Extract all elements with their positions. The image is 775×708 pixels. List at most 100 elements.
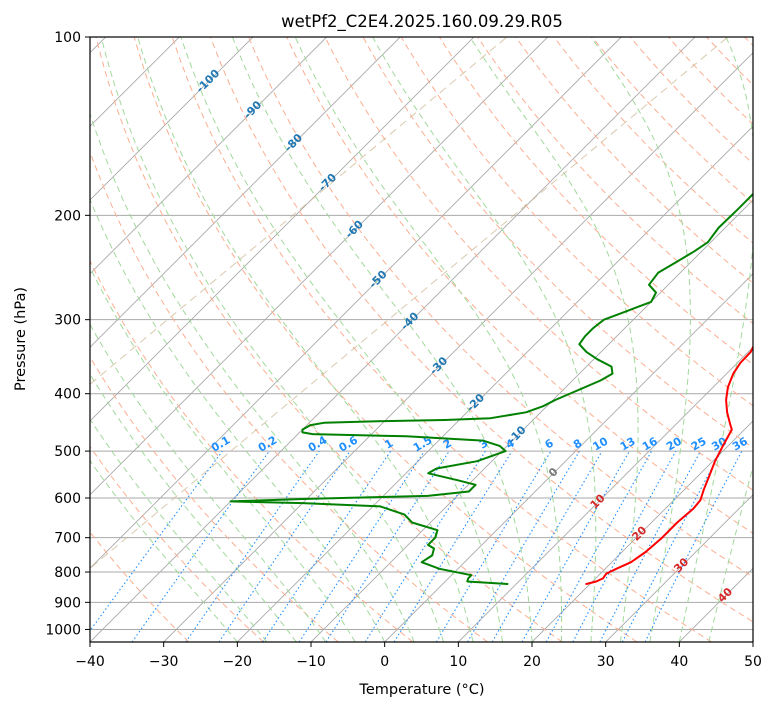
mixing-ratio-line [545,450,653,642]
x-tick-label: −40 [75,654,105,670]
x-tick-label: 20 [523,654,541,670]
dry-adiabat [90,445,264,642]
isotherm-line [605,494,753,642]
dry-adiabat [133,37,638,642]
mixing-ratio-line [393,450,513,642]
dry-adiabat [90,150,488,642]
y-tick-label: 200 [54,208,81,224]
mixing-ratio-line [467,450,580,642]
dry-adiabat [553,37,753,244]
isotherm-line [90,37,254,201]
moist-adiabat [137,37,474,642]
dry-adiabat [248,37,753,578]
mixing-ratio-label: 3 [477,437,490,452]
isotherm-label: -30 [427,354,450,377]
plot-frame [89,36,754,643]
y-tick-label: 800 [54,565,81,581]
y-tick-label: 1000 [45,622,81,638]
moist-adiabat [590,37,691,642]
x-tick-label: −10 [296,654,326,670]
moist-adiabat [708,464,753,642]
isotherm-line [457,346,753,642]
y-axis-title: Pressure (hPa) [13,287,29,391]
dry-adiabat [705,37,753,86]
isotherm-line [531,420,753,642]
moist-adiabat [90,459,238,642]
moist-adiabat [678,37,753,642]
moist-adiabat [90,198,386,642]
moist-adiabat [100,37,445,642]
isotherm-label: -40 [398,309,421,332]
x-tick-label: −20 [223,654,253,670]
moist-adiabat [90,323,327,642]
dry-adiabat [286,37,753,534]
mixing-ratio-line [599,450,701,642]
mixing-ratio-line [262,450,392,642]
dry-adiabat [400,37,753,407]
mixing-ratio-line [325,450,450,642]
moist-adiabat [90,112,415,642]
mixing-ratio-line [572,450,677,642]
mixing-ratio-line [218,450,351,642]
isotherm-line [90,37,401,348]
isotherm-label: -20 [464,391,487,414]
moist-adiabat [469,37,639,642]
reference-curve [90,37,729,570]
isotherm-line [90,37,475,422]
x-tick-label: 30 [597,654,615,670]
isotherm-line [90,37,549,496]
y-tick-label: 100 [54,30,81,46]
line-labels: 0.1 0.2 0.4 0.6 1 1.5 2 3 4 6 8 10 13 16 20 25 30 36-100-… [194,67,751,606]
x-tick-label: 50 [744,654,762,670]
mixing-ratio-line [521,450,630,642]
isotherm-label: 0 [546,465,561,480]
y-tick-label: 600 [54,491,81,507]
dry-adiabat [770,24,775,642]
mixing-ratio-line [90,450,223,632]
dry-adiabat [209,37,753,623]
chart-title: wetPf2_C2E4.2025.160.09.29.R05 [281,12,563,32]
x-tick-label: 0 [380,654,389,670]
y-tick-label: 500 [54,444,81,460]
dry-adiabat [438,37,753,366]
temperature-profile [585,344,753,585]
y-axis: 100 200 300 400 500 600 700 800 900 1000 [45,30,90,638]
x-axis: −40 −30 −20 −10 0 10 20 30 40 50 [75,642,762,670]
dry-adiabat [171,37,712,642]
dry-adiabat [324,37,753,491]
moist-adiabat [90,373,297,642]
moist-adiabat [90,418,268,642]
mixing-ratio-label: 6 [543,436,556,451]
isotherm-line [310,199,753,642]
y-tick-label: 400 [54,387,81,403]
dewpoint-profile [229,192,753,585]
mixing-ratio-line [131,450,270,642]
isotherm-label: -80 [282,131,305,154]
dry-adiabat [95,37,563,642]
isotherm-line [90,37,328,275]
x-tick-label: 40 [670,654,688,670]
mixing-ratio-line [364,450,486,642]
y-tick-label: 900 [54,595,81,611]
mixing-ratio-line [185,450,320,642]
moist-adiabat [372,37,597,642]
isotherm-label: -50 [366,268,389,291]
dry-adiabat [362,37,753,449]
isotherm-line [163,52,753,642]
moist-adiabat [294,37,563,642]
isotherm-label: -60 [343,218,366,241]
mixing-ratio-line [644,450,743,642]
dry-adiabat [591,37,753,204]
x-tick-label: −30 [149,654,179,670]
isotherm-label: -70 [316,171,339,194]
moist-adiabat [90,266,356,642]
mixing-ratio-line [298,450,425,642]
isotherm-line [752,641,753,642]
moist-adiabat [180,37,503,642]
isotherm-line [384,273,753,642]
y-tick-label: 700 [54,531,81,547]
y-tick-label: 300 [54,313,81,329]
dry-adiabat [90,356,339,642]
x-tick-label: 10 [449,654,467,670]
